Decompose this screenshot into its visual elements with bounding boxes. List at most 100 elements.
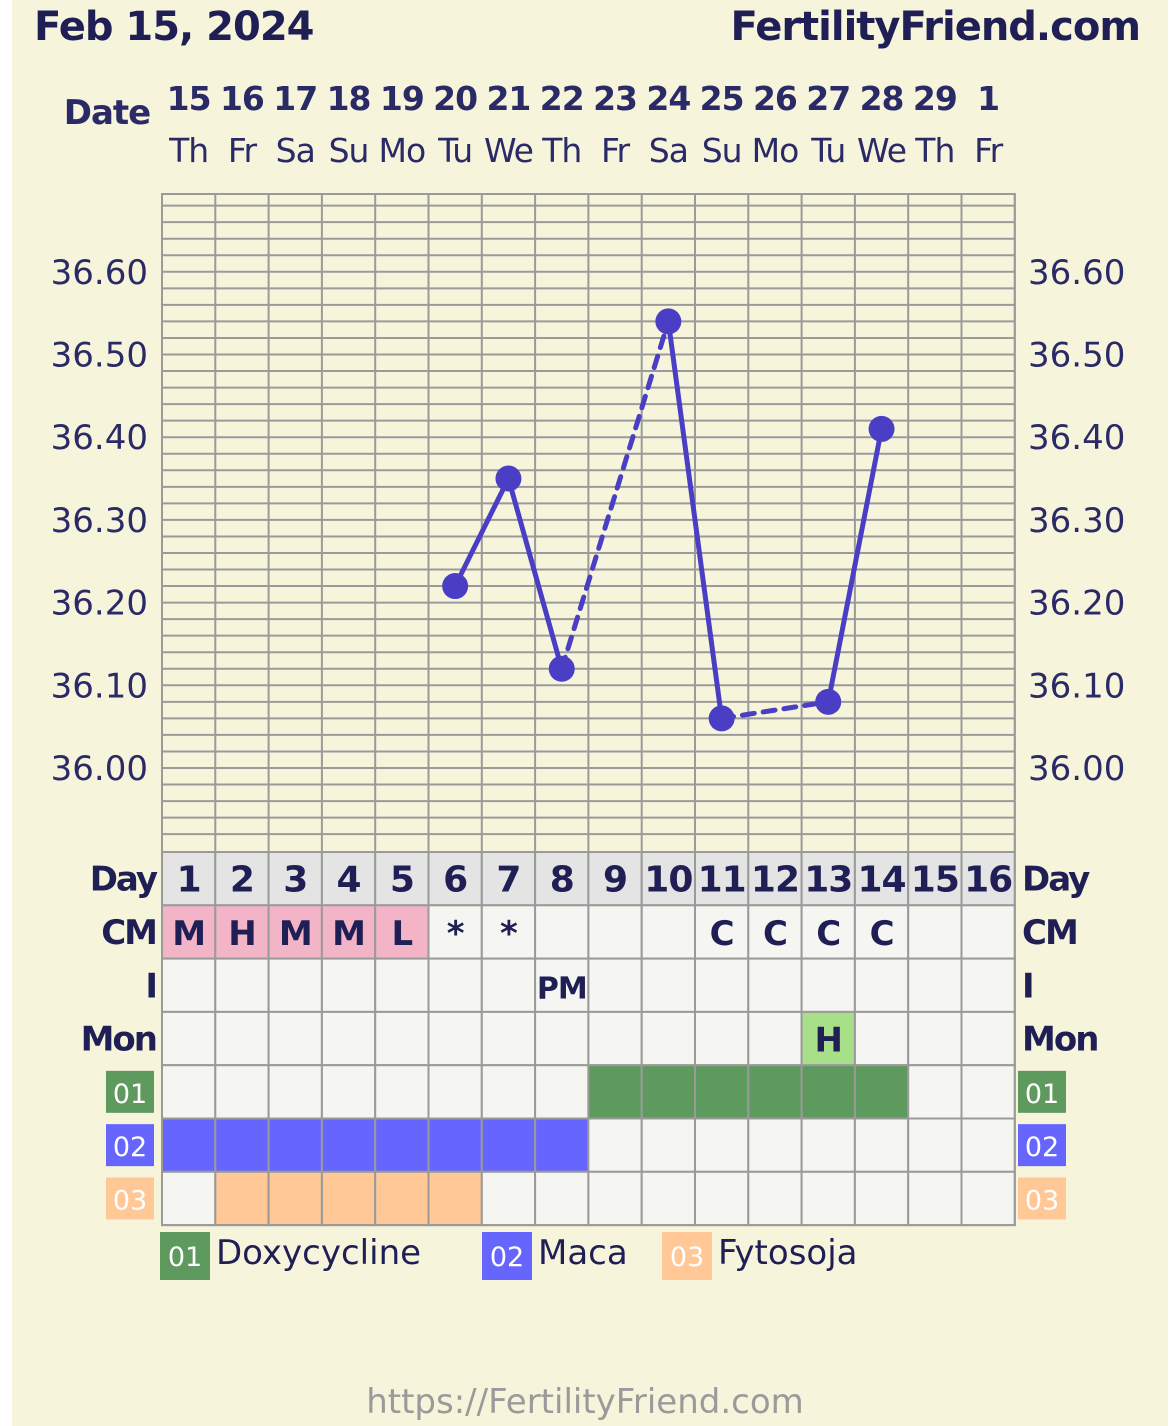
day-value: 13 <box>804 860 852 901</box>
weekday-tick: Sa <box>649 131 688 170</box>
y-tick-right: 36.50 <box>1028 336 1125 376</box>
day-value: 9 <box>603 860 627 901</box>
table-cell <box>587 1010 643 1067</box>
table-cell <box>267 1170 323 1227</box>
chart-page: Feb 15, 2024 FertilityFriend.com Date 15 1… <box>12 0 1168 1426</box>
table-cell <box>480 1170 537 1227</box>
table-cell <box>534 1170 590 1227</box>
day-value: 7 <box>496 860 520 901</box>
day-value: 1 <box>177 860 201 901</box>
y-tick-left: 36.40 <box>51 418 148 458</box>
date-label: Date <box>64 93 150 133</box>
legend-label: Fytosoja <box>718 1233 858 1273</box>
day-value: 15 <box>911 860 959 901</box>
weekday-tick: Su <box>329 131 369 170</box>
day-value: 3 <box>283 860 307 901</box>
legend-label: Doxycycline <box>216 1233 421 1273</box>
temp-line-segment <box>505 476 565 672</box>
table-cell <box>374 1170 430 1227</box>
temp-point <box>708 705 735 732</box>
table-cell <box>853 1010 910 1067</box>
table-cell <box>374 1010 430 1067</box>
table-cell <box>374 1117 430 1173</box>
date-tick: 23 <box>593 79 637 118</box>
table-cell <box>374 904 430 960</box>
temp-point <box>868 415 895 442</box>
day-value: 4 <box>337 860 361 901</box>
weekday-tick: Tu <box>810 131 845 170</box>
table-cell <box>480 1064 537 1120</box>
table-cell <box>694 957 750 1013</box>
table-cell <box>907 1117 963 1173</box>
day-row-label-right: Day <box>1022 860 1090 900</box>
table-cell <box>640 1117 697 1173</box>
table-cell <box>427 957 483 1013</box>
day-value: 11 <box>698 860 746 901</box>
table-cell <box>960 1010 1016 1067</box>
table-cell <box>800 1117 856 1173</box>
table-cell <box>853 957 910 1013</box>
weekday-tick: Su <box>702 131 742 170</box>
table-cell <box>640 1170 697 1227</box>
table-cell <box>427 1117 483 1173</box>
weekday-tick: We <box>484 131 533 170</box>
day-value: 6 <box>443 860 467 901</box>
med-code-left: 02 <box>113 1132 147 1163</box>
table-cell <box>747 1064 803 1120</box>
weekday-tick: Th <box>914 131 954 170</box>
legend-swatch <box>482 1232 532 1280</box>
table-cell <box>960 957 1016 1013</box>
table-cell <box>480 1117 537 1173</box>
med-code-left: 03 <box>113 1185 147 1216</box>
table-cell <box>747 1170 803 1227</box>
temp-line-segment <box>452 476 511 589</box>
temp-line-segment <box>665 318 725 721</box>
table-cell <box>747 851 803 907</box>
table-cell <box>534 1010 590 1067</box>
table-cell <box>427 851 483 907</box>
date-tick: 24 <box>646 79 690 118</box>
temp-line-segment <box>719 699 831 721</box>
date-tick: 20 <box>433 79 477 118</box>
legend-swatch <box>160 1232 210 1280</box>
chart-date: Feb 15, 2024 <box>34 4 315 50</box>
table-cell <box>907 1170 963 1227</box>
weekday-tick: Mo <box>752 131 799 170</box>
y-tick-right: 36.10 <box>1028 666 1125 706</box>
table-cell <box>320 1170 377 1227</box>
weekday-tick: We <box>857 131 906 170</box>
med-code-badge-right <box>1018 1177 1066 1220</box>
table-cell <box>161 1010 217 1067</box>
table-cell <box>960 1064 1016 1120</box>
site-name[interactable]: FertilityFriend.com <box>730 4 1141 50</box>
med-code-left: 01 <box>113 1079 147 1110</box>
y-tick-left: 36.60 <box>51 253 148 293</box>
legend-code: 02 <box>490 1242 524 1273</box>
i-value: PM <box>537 971 587 1006</box>
i-row-label-right: I <box>1022 966 1033 1006</box>
date-tick: 21 <box>486 79 530 118</box>
table-cell <box>587 851 643 907</box>
table-cell <box>427 1010 483 1067</box>
cm-value: C <box>816 914 840 954</box>
y-tick-left: 36.30 <box>51 501 148 541</box>
footer-url[interactable]: https://FertilityFriend.com <box>366 1382 804 1422</box>
table-cell <box>320 1064 377 1120</box>
table-cell <box>747 1010 803 1067</box>
med-code-badge-right <box>1018 1070 1066 1113</box>
day-value: 10 <box>644 860 692 901</box>
day-row-label-left: Day <box>90 860 158 900</box>
weekday-tick: Sa <box>276 131 315 170</box>
table-cell <box>853 1170 910 1227</box>
table-cell <box>161 957 217 1013</box>
table-cell <box>800 957 856 1013</box>
temp-point <box>815 688 842 715</box>
table-cell <box>640 1010 697 1067</box>
table-cell <box>480 957 537 1013</box>
table-cell <box>747 1117 803 1173</box>
table-cell <box>694 1010 750 1067</box>
y-tick-right: 36.60 <box>1028 253 1125 293</box>
cm-value: M <box>279 914 312 954</box>
weekday-tick: Th <box>168 131 208 170</box>
table-cell <box>694 1064 750 1120</box>
